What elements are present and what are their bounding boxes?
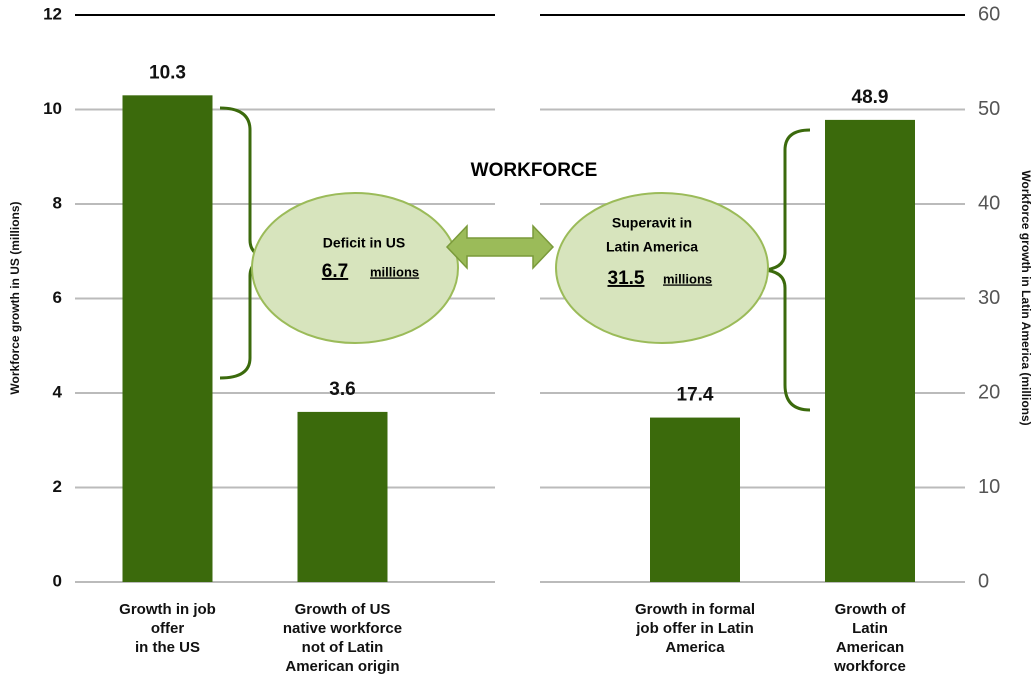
y-tick-label: 0 [53,571,62,590]
y-tick-label: 60 [978,3,1000,25]
double-arrow [445,224,555,270]
bar [122,95,213,582]
x-tick-label: Growth in formal [635,601,755,618]
x-tick-label: Growth of US [295,601,391,618]
x-tick-label: in the US [135,639,200,656]
y-tick-label: 30 [978,287,1000,309]
y-tick-label: 20 [978,381,1000,403]
x-tick-label: native workforce [283,620,402,637]
deficit-amount: 6.7 [322,261,348,282]
x-tick-label: American [836,639,904,656]
y-tick-label: 6 [53,288,62,307]
y2-axis-label: Workforce growth in Latin America (milli… [1019,170,1033,425]
bar [650,417,740,582]
x-tick-label: American origin [285,658,399,675]
x-tick-label: offer [151,620,184,637]
bar [825,119,915,583]
x-tick-label: workforce [833,658,906,675]
y-tick-label: 10 [978,476,1000,498]
x-tick-label: not of Latin [302,639,384,656]
y-tick-label: 40 [978,192,1000,214]
y-tick-label: 4 [53,382,63,401]
superavit-amount: 31.5 [608,268,645,289]
deficit-unit: millions [370,264,419,279]
bar [297,411,388,582]
superavit-label: Latin America [606,239,698,255]
title: WORKFORCE [471,160,598,181]
x-tick-label: job offer in Latin [635,620,754,637]
y-tick-label: 10 [43,99,62,118]
x-tick-label: Latin [852,620,888,637]
superavit-ellipse [555,192,769,344]
x-tick-label: Growth in job [119,601,216,618]
y-axis-label: Workforce growth in US (millions) [8,201,22,394]
deficit-ellipse [251,192,459,344]
x-tick-label: Growth of [835,601,907,618]
superavit-label: Superavit in [612,215,692,231]
deficit-label: Deficit in US [323,235,405,251]
y-tick-label: 8 [53,193,62,212]
x-tick-label: America [665,639,725,656]
value-label: 17.4 [677,385,714,406]
y-tick-label: 0 [978,570,989,592]
y-tick-label: 12 [43,4,62,23]
y-tick-label: 2 [53,477,62,496]
value-label: 10.3 [149,62,186,83]
y-tick-label: 50 [978,98,1000,120]
value-label: 48.9 [852,87,889,108]
value-label: 3.6 [329,379,355,400]
superavit-unit: millions [663,271,712,286]
